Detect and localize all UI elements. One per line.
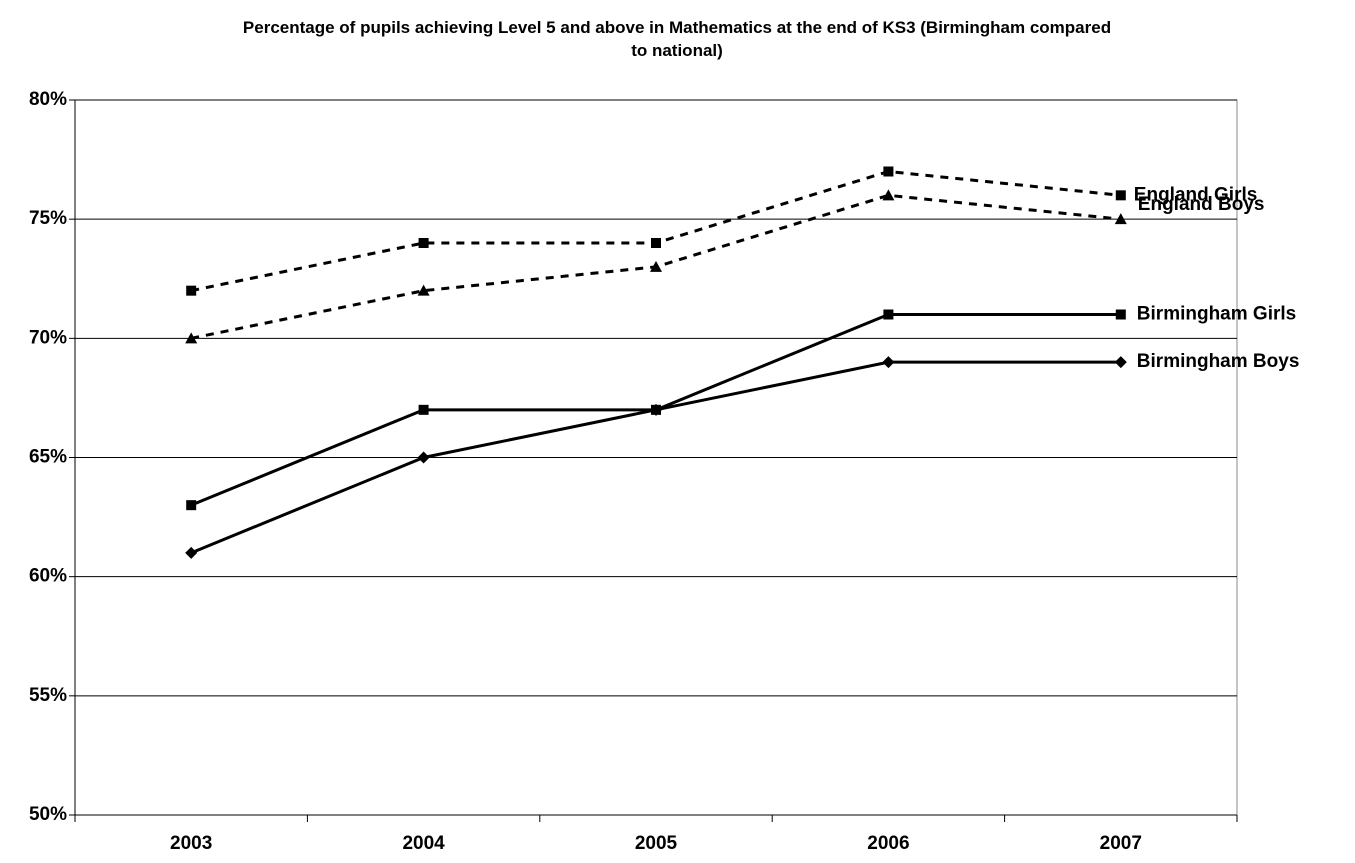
marker (882, 189, 895, 201)
series-label: Birmingham Girls (1137, 304, 1296, 325)
marker (417, 451, 430, 464)
x-tick-label: 2006 (867, 833, 909, 854)
x-tick-label: 2007 (1100, 833, 1142, 854)
chart-title: Percentage of pupils achieving Level 5 a… (242, 18, 1112, 60)
series-label: England Boys (1138, 194, 1265, 215)
y-tick-label: 60% (29, 566, 67, 587)
x-tick-label: 2004 (402, 833, 445, 854)
marker (882, 356, 895, 369)
series-label: England Girls (1134, 184, 1258, 205)
marker (418, 238, 429, 248)
marker (417, 284, 430, 296)
marker (185, 546, 198, 559)
marker (418, 404, 429, 415)
y-tick-label: 65% (29, 447, 67, 468)
y-tick-label: 70% (29, 327, 67, 348)
marker (883, 309, 894, 320)
y-tick-label: 75% (29, 208, 67, 229)
y-tick-label: 80% (29, 89, 67, 110)
y-tick-label: 55% (29, 685, 67, 706)
x-tick-label: 2005 (635, 833, 678, 854)
series-line (190, 169, 1121, 293)
marker (1114, 356, 1127, 369)
marker (651, 238, 661, 248)
marker (185, 332, 198, 344)
marker (1115, 190, 1126, 201)
marker (650, 403, 662, 416)
marker (650, 260, 662, 272)
y-tick-label: 50% (29, 804, 67, 825)
x-tick-label: 2003 (170, 833, 212, 854)
marker (1114, 213, 1127, 225)
marker (186, 500, 197, 511)
marker (186, 285, 197, 296)
marker (883, 166, 894, 177)
marker (1115, 309, 1126, 320)
series-label: Birmingham Boys (1137, 351, 1300, 372)
